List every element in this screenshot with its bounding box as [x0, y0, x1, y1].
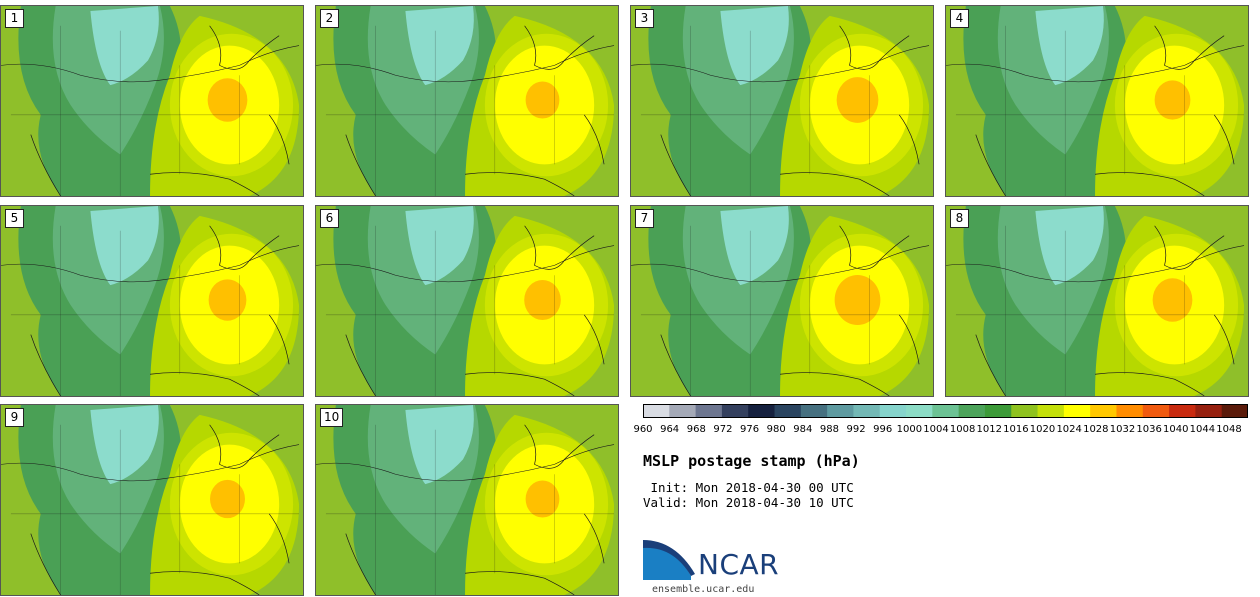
ncar-logo: NCAR	[643, 540, 803, 584]
panel-number: 6	[320, 209, 339, 228]
colorbar-tick-label: 1036	[1136, 424, 1162, 435]
colorbar-cell	[1169, 404, 1196, 418]
colorbar-cell	[774, 404, 802, 418]
colorbar-cell	[800, 404, 828, 418]
plot-title: MSLP postage stamp (hPa)	[643, 452, 860, 470]
colorbar-cell	[1221, 404, 1248, 418]
postage-stamp-panel: 8	[945, 205, 1249, 397]
colorbar-cell	[906, 404, 933, 418]
colorbar-cell	[958, 404, 986, 418]
colorbar	[643, 404, 1248, 418]
mslp-map	[1, 6, 303, 196]
panel-number: 9	[5, 408, 24, 427]
colorbar-tick-label: 988	[819, 424, 839, 435]
colorbar-tick-label: 976	[739, 424, 760, 435]
mslp-map	[946, 206, 1248, 396]
colorbar-tick-label: 996	[873, 424, 893, 435]
mslp-map	[316, 405, 618, 595]
colorbar-tick-label: 1012	[976, 424, 1002, 435]
panel-number: 2	[320, 9, 339, 28]
colorbar-tick-label: 964	[660, 424, 680, 435]
colorbar-tick-label: 968	[686, 424, 706, 435]
colorbar-tick-label: 1008	[949, 424, 976, 435]
colorbar-border	[643, 404, 1248, 418]
mslp-map	[631, 6, 933, 196]
colorbar-cell	[695, 404, 723, 418]
colorbar-cell	[669, 404, 697, 418]
colorbar-cell	[1011, 404, 1039, 418]
panel-number: 5	[5, 209, 24, 228]
panel-number: 3	[635, 9, 654, 28]
colorbar-tick-label: 1028	[1083, 424, 1109, 435]
mslp-map	[1, 405, 303, 595]
postage-stamp-panel: 5	[0, 205, 304, 397]
mslp-map	[946, 6, 1248, 196]
colorbar-cell	[1037, 404, 1065, 418]
postage-stamp-panel: 9	[0, 404, 304, 596]
colorbar-tick-label: 1016	[1003, 424, 1029, 435]
ncar-swoosh-icon	[643, 540, 695, 580]
site-url: ensemble.ucar.edu	[652, 584, 755, 595]
mslp-map	[316, 6, 618, 196]
postage-stamp-panel: 3	[630, 5, 934, 197]
colorbar-cell	[932, 404, 960, 418]
panel-number: 8	[950, 209, 969, 228]
colorbar-tick-label: 1044	[1189, 424, 1216, 435]
colorbar-tick-label: 1020	[1029, 424, 1056, 435]
colorbar-tick-label: 1048	[1216, 424, 1242, 435]
colorbar-cell	[853, 404, 881, 418]
colorbar-tick-label: 1000	[896, 424, 923, 435]
colorbar-tick-label: 960	[633, 424, 653, 435]
colorbar-tick-label: 1004	[923, 424, 949, 435]
colorbar-cell	[1116, 404, 1144, 418]
colorbar-cell	[643, 404, 670, 418]
colorbar-tick-label: 984	[793, 424, 813, 435]
panel-number: 10	[320, 408, 344, 427]
mslp-map	[316, 206, 618, 396]
panel-number: 1	[5, 9, 24, 28]
colorbar-labels: 960 964 968 972 976 980 984 988 992 996 1000 1004 10…	[633, 424, 1253, 438]
colorbar-cell	[1142, 404, 1170, 418]
panel-number: 4	[950, 9, 969, 28]
colorbar-cell	[879, 404, 907, 418]
ncar-logo-text: NCAR	[698, 548, 780, 581]
colorbar-tick-label: 992	[846, 424, 866, 435]
init-time: Init: Mon 2018-04-30 00 UTC	[643, 480, 854, 495]
colorbar-tick-label: 1024	[1056, 424, 1082, 435]
mslp-map	[1, 206, 303, 396]
mslp-map	[631, 206, 933, 396]
colorbar-cell	[1063, 404, 1091, 418]
colorbar-cell	[827, 404, 854, 418]
colorbar-cell	[1195, 404, 1223, 418]
valid-time: Valid: Mon 2018-04-30 10 UTC	[643, 495, 854, 510]
colorbar-tick-label: 972	[713, 424, 733, 435]
panel-number: 7	[635, 209, 654, 228]
postage-stamp-panel: 2	[315, 5, 619, 197]
postage-stamp-panel: 6	[315, 205, 619, 397]
postage-stamp-panel: 10	[315, 404, 619, 596]
colorbar-tick-label: 1040	[1162, 424, 1189, 435]
colorbar-cell	[1090, 404, 1117, 418]
colorbar-tick-label: 1032	[1109, 424, 1136, 435]
colorbar-tick-label: 980	[766, 424, 786, 435]
colorbar-cell	[984, 404, 1012, 418]
postage-stamp-panel: 1	[0, 5, 304, 197]
postage-stamp-panel: 4	[945, 5, 1249, 197]
postage-stamp-panel: 7	[630, 205, 934, 397]
colorbar-cell	[721, 404, 749, 418]
colorbar-cell	[748, 404, 776, 418]
